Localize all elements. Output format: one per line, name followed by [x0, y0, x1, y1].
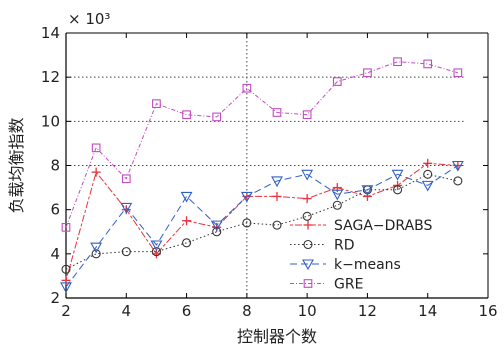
series-layer: [60, 57, 464, 294]
data-point: [303, 239, 313, 250]
data-point: [272, 220, 282, 230]
data-point: [363, 68, 372, 78]
data-point: [332, 200, 342, 210]
data-point: [121, 174, 131, 184]
data-point: [302, 259, 314, 271]
y-tick-label: 10: [41, 112, 60, 130]
data-point: [272, 108, 282, 117]
y-tick-label: 6: [50, 201, 60, 219]
legend-label: GRE: [334, 277, 363, 293]
data-point: [210, 220, 223, 232]
series-2: [60, 160, 464, 294]
data-point: [120, 202, 133, 214]
data-point: [91, 143, 101, 153]
data-point: [180, 191, 193, 203]
x-tick-label: 6: [182, 302, 192, 320]
data-point: [453, 68, 463, 78]
data-point: [151, 247, 161, 257]
legend-label: SAGA−DRABS: [334, 218, 433, 234]
x-tick-label: 16: [478, 302, 497, 320]
data-point: [90, 242, 103, 254]
data-point: [423, 59, 433, 69]
data-point: [242, 83, 252, 93]
data-point: [393, 185, 403, 195]
data-point: [212, 227, 222, 237]
x-tick-label: 4: [122, 302, 132, 320]
data-point: [303, 279, 313, 288]
legend-label: k−means: [334, 257, 401, 273]
data-point: [302, 211, 312, 221]
y-tick-label: 12: [41, 68, 60, 86]
data-point: [212, 112, 222, 122]
y-tick-label: 4: [50, 245, 60, 263]
data-point: [61, 222, 71, 232]
data-point: [451, 160, 464, 172]
data-point: [301, 169, 314, 181]
data-point: [271, 176, 283, 188]
axes-layer: 2 4 6 8 10 12 14 16 2 4 6 8 10 12 14: [41, 24, 498, 320]
data-point: [423, 158, 433, 168]
data-point: [332, 77, 342, 86]
grid-layer: [66, 33, 464, 298]
data-point: [302, 194, 312, 204]
legend-label: RD: [334, 238, 355, 254]
data-point: [272, 191, 282, 201]
series-3: [61, 57, 463, 232]
x-tick-label: 10: [298, 302, 317, 320]
data-point: [150, 240, 163, 252]
data-point: [60, 282, 72, 294]
x-tick-label: 12: [358, 302, 377, 320]
data-point: [421, 180, 434, 192]
x-tick-label: 8: [242, 302, 252, 320]
data-point: [182, 238, 192, 248]
data-point: [242, 218, 252, 228]
legend-item: SAGA−DRABS: [290, 218, 433, 234]
y-tick-label: 8: [50, 157, 60, 175]
legend-item: GRE: [290, 277, 363, 293]
x-axis-title: 控制器个数: [237, 327, 317, 346]
data-point: [240, 191, 253, 203]
y-scale-label: × 10³: [68, 10, 110, 28]
series-line: [65, 173, 458, 270]
data-point: [302, 110, 312, 120]
x-tick-label: 2: [61, 302, 71, 320]
legend: SAGA−DRABS RD k−means GRE: [290, 218, 433, 293]
legend-item: RD: [290, 238, 355, 254]
data-point: [423, 169, 433, 179]
data-point: [361, 185, 374, 196]
series-line: [65, 162, 458, 281]
data-point: [453, 176, 463, 186]
y-tick-label: 14: [41, 24, 60, 42]
data-point: [182, 216, 192, 226]
data-point: [152, 99, 161, 109]
data-point: [393, 57, 402, 67]
data-point: [121, 247, 131, 257]
data-point: [303, 220, 313, 230]
data-point: [182, 110, 191, 120]
data-point: [331, 189, 344, 201]
data-point: [61, 264, 71, 274]
y-tick-label: 2: [50, 289, 60, 307]
data-point: [391, 169, 404, 181]
x-tick-label: 14: [418, 302, 437, 320]
data-point: [91, 167, 101, 177]
data-point: [91, 249, 101, 259]
series-line: [65, 61, 458, 228]
legend-item: k−means: [290, 257, 401, 273]
y-axis-title: 负载均衡指数: [7, 117, 26, 213]
